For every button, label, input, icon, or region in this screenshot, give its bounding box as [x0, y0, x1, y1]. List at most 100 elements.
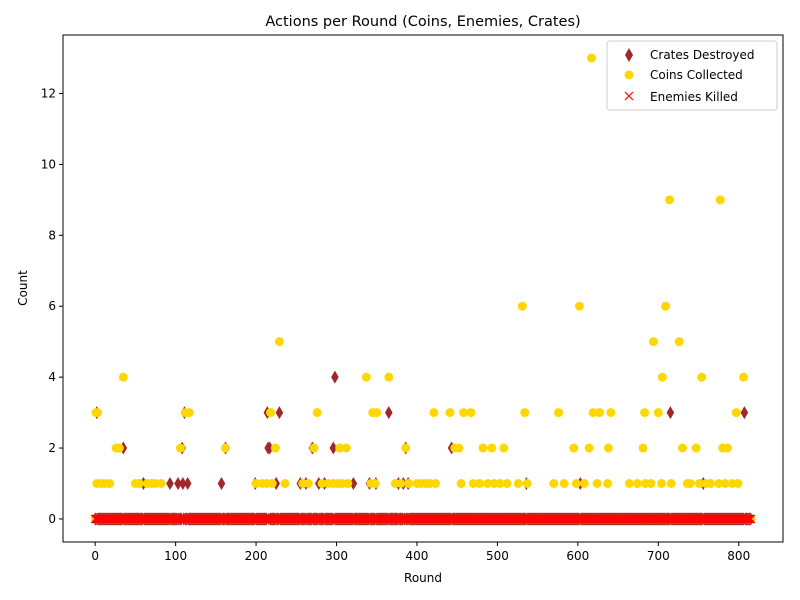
coins-point [274, 337, 284, 347]
y-tick-label: 6 [48, 299, 56, 313]
coins-point [559, 479, 569, 488]
y-tick-label: 8 [48, 228, 56, 242]
coins-point [502, 479, 512, 488]
coins-point [372, 408, 382, 418]
coins-point [648, 337, 658, 347]
series-crates-destroyed [91, 370, 755, 526]
coins-point [739, 372, 749, 382]
coins-point [384, 372, 394, 382]
coins-point [653, 408, 663, 418]
coins-point [105, 479, 115, 488]
coins-point [624, 479, 634, 488]
coins-point [638, 443, 648, 453]
legend-label-coins: Coins Collected [650, 68, 743, 82]
coins-point [694, 479, 704, 488]
coins-point [733, 479, 743, 488]
crates-point [331, 370, 339, 384]
x-tick-label: 300 [325, 549, 348, 563]
coins-point [691, 443, 701, 453]
coins-point [466, 408, 476, 418]
coins-point [522, 479, 532, 488]
crates-point [183, 477, 192, 490]
coins-point [595, 408, 605, 418]
y-axis-label: Count [16, 270, 30, 306]
legend-label-crates: Crates Destroyed [650, 48, 755, 62]
x-axis-label: Round [404, 571, 442, 585]
plot-area-frame [62, 34, 784, 543]
crates-point [179, 477, 187, 490]
series-coins-collected [90, 53, 756, 524]
coins-point [499, 443, 509, 453]
coins-point [184, 408, 194, 418]
coins-point [714, 479, 724, 488]
crates-point [349, 477, 358, 490]
coins-point [592, 479, 602, 488]
coins-point [445, 408, 455, 418]
coins-point [270, 443, 280, 453]
coins-point [731, 408, 741, 418]
coins-point [343, 479, 353, 488]
coins-point [430, 479, 440, 488]
coins-point [478, 443, 488, 453]
y-tick-label: 10 [41, 157, 56, 171]
coins-point [677, 443, 687, 453]
coins-point [554, 408, 564, 418]
coins-point [114, 443, 124, 453]
crates-point [217, 477, 226, 490]
coins-point [674, 337, 684, 347]
coins-point [588, 408, 598, 418]
coins-point [657, 372, 667, 382]
y-axis: 0 2 4 6 8 10 12 [41, 87, 63, 526]
coins-point [312, 408, 322, 418]
coins-point [370, 479, 380, 488]
coins-point [706, 479, 716, 488]
y-tick-label: 0 [48, 512, 56, 526]
coins-point [251, 479, 261, 488]
legend-frame [606, 40, 778, 111]
x-tick-label: 0 [91, 549, 99, 563]
coins-point [666, 479, 676, 488]
coins-point [685, 479, 695, 488]
coins-point [720, 479, 730, 488]
coins-point [646, 479, 656, 488]
coins-point [175, 443, 185, 453]
coins-point [459, 408, 469, 418]
x-tick-label: 200 [245, 549, 268, 563]
coins-point [118, 372, 128, 382]
coins-point [303, 479, 313, 488]
coins-point [603, 443, 613, 453]
coins-point [156, 479, 166, 488]
coins-point [309, 443, 319, 453]
crates-point [740, 406, 749, 420]
y-tick-label: 2 [48, 441, 56, 455]
coins-point [587, 53, 597, 63]
crates-point [275, 406, 284, 420]
x-tick-label: 400 [406, 549, 429, 563]
crates-point [166, 477, 174, 490]
coins-point [603, 479, 613, 488]
x-tick-label: 800 [727, 549, 750, 563]
coins-point [715, 195, 725, 205]
x-tick-label: 700 [647, 549, 670, 563]
coins-point [335, 443, 345, 453]
legend-circle-marker [624, 70, 634, 80]
chart-title: Actions per Round (Coins, Enemies, Crate… [265, 14, 580, 30]
coins-point [404, 479, 414, 488]
x-tick-label: 600 [566, 549, 589, 563]
x-axis: 0 100 200 300 400 500 600 700 800 [91, 542, 750, 563]
coins-point [697, 372, 707, 382]
coins-point [401, 443, 411, 453]
crates-point [265, 441, 274, 455]
legend: Crates Destroyed Coins Collected Enemies… [606, 40, 778, 111]
coins-point [454, 443, 464, 453]
coins-point [93, 408, 103, 418]
legend-x-marker [624, 91, 634, 101]
coins-point [483, 479, 493, 488]
legend-label-enemies: Enemies Killed [650, 90, 738, 104]
coins-point [722, 443, 732, 453]
coins-point [549, 479, 559, 488]
coins-point [468, 479, 478, 488]
coins-point [517, 301, 527, 311]
